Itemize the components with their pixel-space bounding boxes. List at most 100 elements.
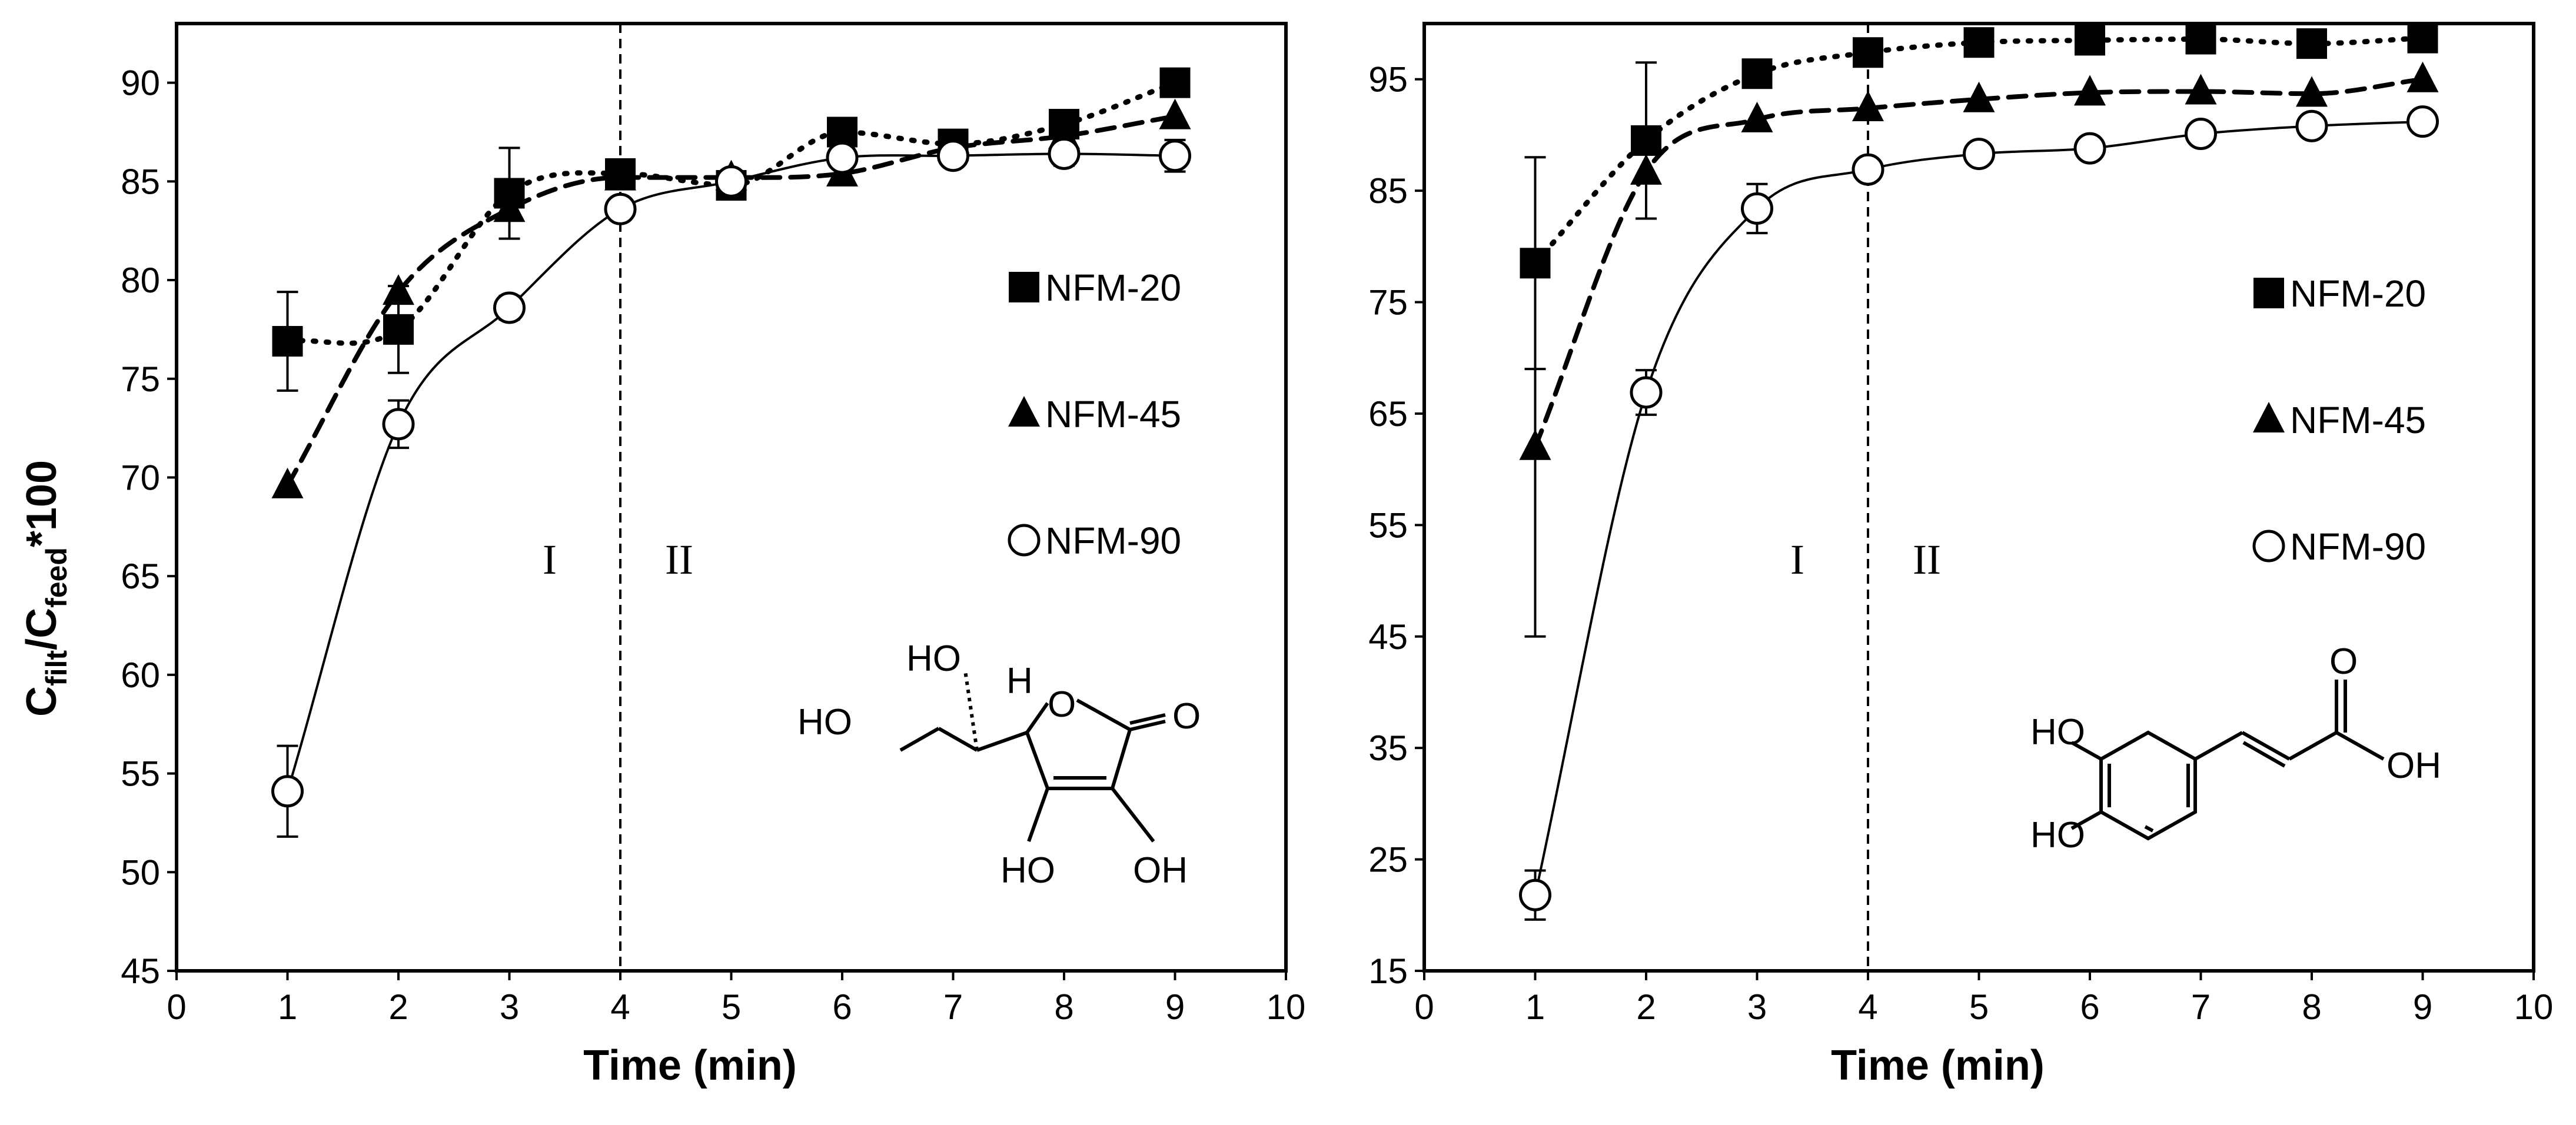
data-point-nfm-20	[2185, 24, 2216, 55]
chem-label: O	[1048, 684, 1076, 725]
legend-label: NFM-20	[1045, 267, 1181, 309]
legend-label: NFM-20	[2290, 272, 2426, 315]
x-tick-label: 0	[1414, 987, 1434, 1027]
data-point-nfm-45	[2407, 61, 2439, 92]
y-tick-label: 70	[121, 458, 160, 497]
y-tick-label: 35	[1368, 728, 1408, 768]
x-tick-label: 3	[500, 987, 519, 1027]
series-line-nfm-45	[285, 114, 1178, 488]
x-tick-label: 7	[2191, 987, 2211, 1027]
data-point-nfm-90	[937, 139, 969, 172]
data-point-nfm-90	[826, 141, 859, 174]
data-point-nfm-90	[2407, 105, 2439, 138]
x-tick-label: 9	[2413, 987, 2432, 1027]
y-axis-title: Cfilt/Cfeed*100	[18, 460, 73, 717]
chem-label: OH	[1133, 850, 1188, 891]
data-point-nfm-90	[1963, 138, 1995, 171]
legend-marker-nfm-90	[2252, 530, 2285, 562]
x-axis-title: Time (min)	[1831, 1042, 2045, 1089]
data-point-nfm-90	[1741, 192, 1773, 225]
data-point-nfm-90	[1048, 137, 1081, 170]
y-tick-label: 55	[121, 754, 160, 794]
data-point-nfm-20	[1159, 67, 1191, 98]
data-point-nfm-90	[1519, 878, 1551, 911]
y-tick-label: 60	[121, 655, 160, 695]
data-point-nfm-20	[383, 314, 414, 345]
data-point-nfm-45	[1630, 154, 1662, 185]
y-tick-label: 25	[1368, 840, 1408, 880]
data-point-nfm-20	[2296, 28, 2327, 59]
data-point-nfm-20	[1853, 37, 1883, 68]
x-tick-label: 1	[1525, 987, 1545, 1027]
caffeic-acid-structure	[2070, 680, 2385, 841]
x-axis-title: Time (min)	[583, 1042, 797, 1089]
data-point-nfm-45	[1852, 90, 1884, 121]
legend-marker-nfm-45	[1008, 396, 1040, 427]
data-point-nfm-90	[2295, 109, 2328, 142]
data-point-nfm-90	[271, 775, 304, 808]
y-tick-label: 45	[121, 951, 160, 991]
x-tick-label: 2	[388, 987, 408, 1027]
y-tick-label: 45	[1368, 617, 1408, 657]
x-tick-label: 3	[1747, 987, 1767, 1027]
data-point-nfm-45	[604, 159, 636, 191]
data-point-nfm-45	[1519, 429, 1551, 460]
x-tick-label: 8	[2302, 987, 2321, 1027]
data-point-nfm-90	[1852, 153, 1884, 186]
data-point-nfm-20	[272, 326, 303, 357]
x-tick-label: 5	[1969, 987, 1989, 1027]
y-tick-label: 15	[1368, 951, 1408, 991]
series-line-nfm-45	[1533, 76, 2425, 450]
region-label-i: I	[1790, 536, 1804, 583]
y-tick-label: 50	[121, 853, 160, 892]
y-tick-label: 85	[1368, 171, 1408, 211]
x-tick-label: 4	[1858, 987, 1877, 1027]
series-line-nfm-20	[285, 80, 1178, 346]
data-point-nfm-90	[604, 192, 637, 225]
data-point-nfm-20	[2075, 25, 2105, 56]
region-label-i: I	[543, 536, 557, 583]
data-point-nfm-90	[1630, 376, 1663, 409]
x-tick-label: 5	[722, 987, 741, 1027]
data-point-nfm-45	[2296, 76, 2328, 107]
data-point-nfm-45	[2074, 75, 2106, 106]
x-tick-label: 10	[1267, 987, 1306, 1027]
legend-marker-nfm-20	[1009, 272, 1039, 302]
x-tick-label: 2	[1636, 987, 1656, 1027]
data-point-nfm-90	[715, 165, 747, 198]
y-tick-label: 85	[121, 162, 160, 201]
data-point-nfm-20	[1631, 125, 1661, 156]
chem-label: O	[1172, 696, 1201, 737]
x-tick-label: 9	[1165, 987, 1185, 1027]
x-tick-label: 10	[2514, 987, 2554, 1027]
y-tick-label: 75	[1368, 283, 1408, 322]
x-tick-label: 6	[2080, 987, 2099, 1027]
x-tick-label: 8	[1054, 987, 1073, 1027]
legend-marker-nfm-20	[2253, 278, 2284, 308]
data-point-nfm-45	[2185, 74, 2217, 105]
series-line-nfm-90	[286, 152, 1176, 793]
y-tick-label: 65	[1368, 394, 1408, 434]
legend-marker-nfm-90	[1008, 524, 1041, 557]
y-tick-label: 65	[121, 557, 160, 596]
x-tick-label: 0	[167, 987, 186, 1027]
data-point-nfm-45	[1741, 101, 1773, 132]
data-point-nfm-20	[1963, 27, 1995, 58]
chem-label: HO	[2030, 712, 2085, 753]
data-point-nfm-90	[2073, 132, 2106, 165]
chem-label: HO	[906, 638, 961, 679]
data-point-nfm-20	[2407, 22, 2438, 54]
x-tick-label: 1	[278, 987, 297, 1027]
data-point-nfm-90	[2185, 118, 2217, 151]
legend-label: NFM-90	[1045, 520, 1181, 562]
y-tick-label: 90	[121, 64, 160, 103]
data-point-nfm-45	[271, 467, 304, 498]
y-tick-label: 95	[1368, 60, 1408, 99]
legend-label: NFM-45	[1045, 393, 1181, 435]
chem-label: H	[1006, 661, 1033, 701]
data-point-nfm-45	[493, 191, 526, 222]
legend-label: NFM-90	[2290, 525, 2426, 568]
